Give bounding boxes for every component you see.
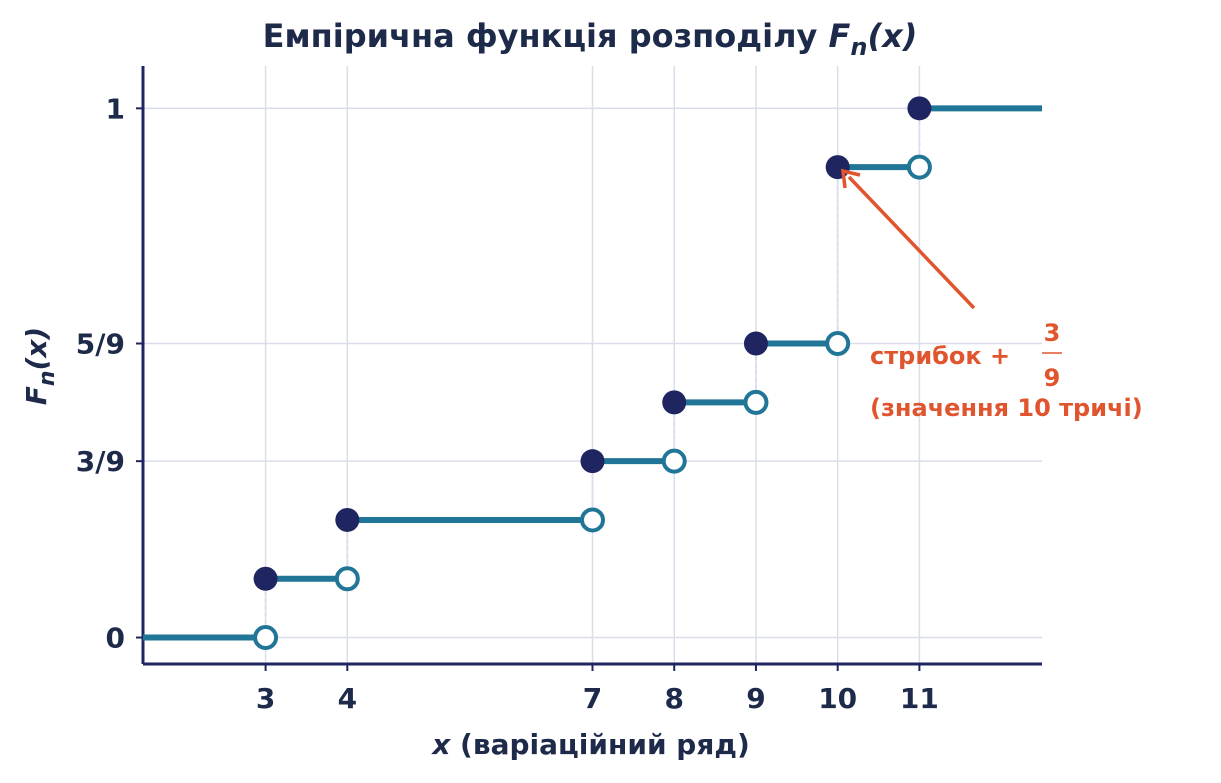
filled-point-2 — [335, 507, 360, 532]
chart-title: Емпірична функція розподілу Fn(x) — [263, 17, 918, 61]
open-point-5 — [825, 331, 851, 357]
annotation-line2: (значення 10 тричі) — [870, 394, 1143, 422]
x-tick-label-1: 4 — [338, 682, 357, 715]
x-tick-label-6: 11 — [900, 682, 939, 715]
filled-point-1 — [253, 566, 278, 591]
annotation-arrowhead — [840, 168, 861, 189]
y-axis-label-fn-sub: n — [35, 370, 60, 386]
x-tick-label-2: 7 — [583, 682, 602, 715]
annotation-line1: стрибок + — [870, 342, 1010, 370]
y-tick-label-1: 3/9 — [76, 445, 125, 478]
tick-labels: 3 4 7 8 9 10 11 0 3/9 5/9 1 — [76, 92, 939, 715]
open-point-6 — [906, 154, 932, 180]
x-axis-label-var: x — [430, 728, 451, 761]
y-axis-label-fn: F — [20, 386, 53, 405]
annotation-frac-num: 3 — [1044, 319, 1061, 347]
y-tick-label-2: 5/9 — [76, 328, 125, 361]
chart-title-fn: F — [829, 17, 851, 55]
filled-point-3 — [580, 449, 605, 474]
chart-title-prefix: Емпірична функція розподілу — [263, 17, 829, 55]
open-point-2 — [580, 507, 605, 533]
annotation-frac-den: 9 — [1044, 364, 1061, 392]
y-tick-label-0: 0 — [106, 622, 125, 655]
x-tick-label-3: 8 — [664, 682, 683, 715]
jump-annotation: стрибок + 3 9 (значення 10 тричі) — [840, 168, 1143, 422]
filled-point-7 — [907, 96, 932, 121]
x-axis-label-rest: (варіаційний ряд) — [450, 728, 749, 761]
y-axis-label: Fn(x) — [20, 327, 60, 405]
open-point-1 — [334, 566, 360, 592]
filled-point-6 — [825, 155, 850, 180]
step-points — [253, 96, 932, 651]
chart-title-fn-arg: (x) — [867, 17, 917, 55]
filled-point-4 — [662, 390, 687, 415]
open-point-3 — [661, 448, 687, 474]
annotation-arrow — [847, 175, 976, 310]
open-point-4 — [743, 389, 769, 415]
chart-title-fn-sub: n — [850, 33, 867, 61]
y-tick-label-3: 1 — [106, 92, 125, 125]
y-axis-label-fn-arg: (x) — [20, 327, 53, 371]
step-segments — [143, 105, 1042, 641]
x-axis-label: x (варіаційний ряд) — [430, 728, 750, 761]
x-tick-label-5: 10 — [818, 682, 857, 715]
x-tick-label-4: 9 — [746, 682, 765, 715]
open-point-0 — [253, 625, 279, 651]
x-tick-label-0: 3 — [256, 682, 275, 715]
filled-point-5 — [743, 331, 768, 356]
